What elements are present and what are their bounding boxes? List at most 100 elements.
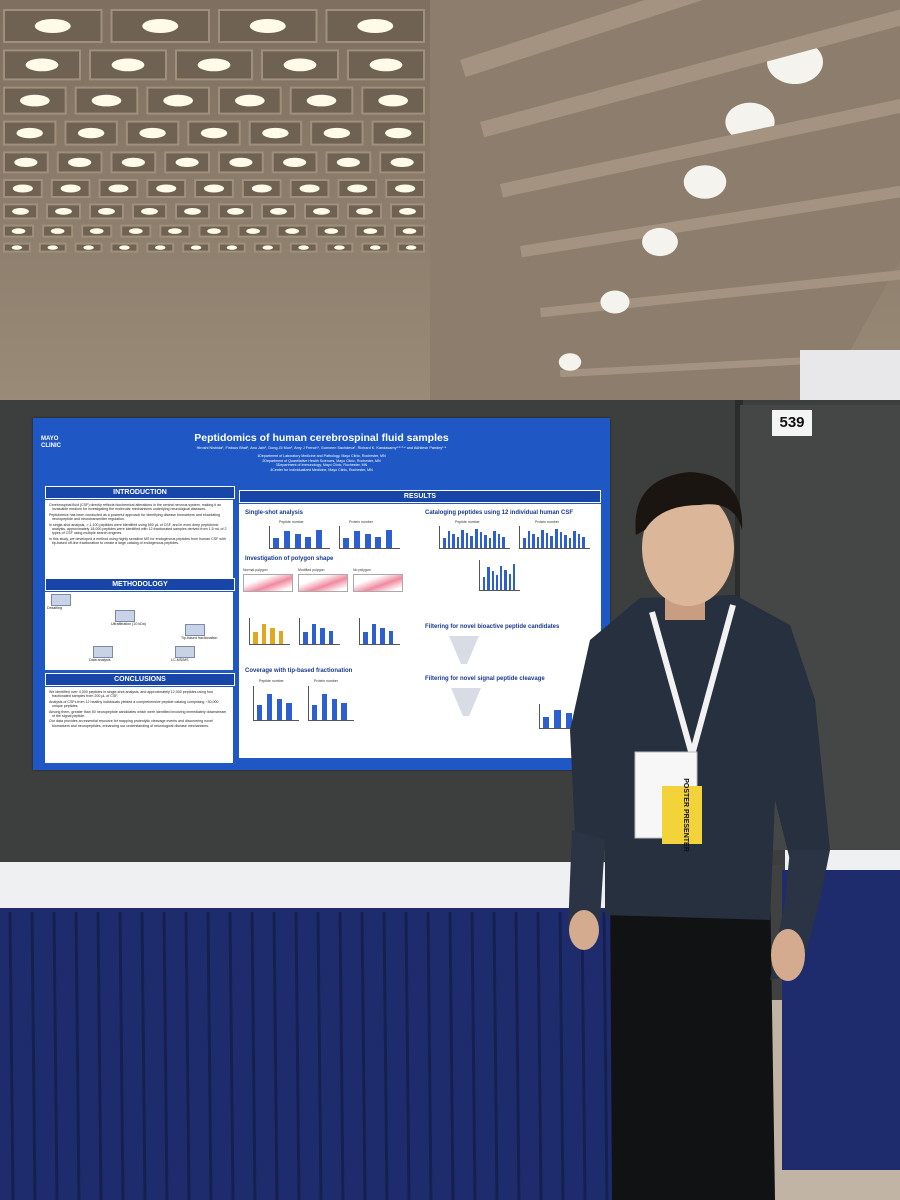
pleat (360, 911, 367, 1200)
figure (479, 560, 520, 591)
ceiling-light (298, 245, 309, 250)
chart-label: Protein number (314, 679, 338, 683)
ceiling-light (370, 245, 381, 250)
ceiling-light (121, 157, 145, 167)
pleat (162, 911, 169, 1200)
ceiling-light (285, 228, 299, 234)
ceiling-light (16, 127, 43, 139)
beam (519, 177, 900, 258)
ceiling-light (283, 157, 307, 167)
ceiling-light (227, 208, 244, 215)
polygon-label: Modified polygon (298, 568, 325, 572)
ceiling-light (68, 157, 92, 167)
panel-title: Filtering for novel signal peptide cleav… (425, 676, 545, 682)
ceiling-light (313, 208, 330, 215)
figure-bar (484, 535, 487, 548)
ceiling-light (11, 228, 26, 234)
ceiling-light (129, 228, 143, 234)
ceiling-light (306, 94, 337, 107)
ceiling-light (20, 94, 50, 107)
figure-bar (257, 704, 263, 720)
ceiling-light (12, 184, 33, 193)
figure-bar (320, 627, 325, 644)
figure-bar (278, 631, 284, 644)
ceiling-light (395, 184, 416, 193)
figure-bar (276, 698, 282, 720)
ceiling-light (378, 94, 408, 107)
method-step: Tip-based fractionation (181, 636, 218, 640)
figure-bar (456, 537, 460, 548)
ceiling-light (229, 157, 253, 167)
pleat (338, 911, 345, 1200)
polygon-label: No polygon (353, 568, 371, 572)
bullet: Among them, greater than 50 neuropeptide… (49, 709, 227, 719)
badge-ribbon (662, 786, 702, 844)
table-top (0, 862, 610, 912)
pendant-light (600, 290, 630, 314)
ceiling-light (168, 228, 182, 234)
figure (359, 618, 400, 645)
poster-title: Peptidomics of human cerebrospinal fluid… (194, 432, 449, 444)
ceiling-light (262, 245, 273, 250)
face (642, 490, 734, 606)
figure (253, 686, 299, 721)
affiliations: 1Department of Laboratory Medicine and P… (183, 454, 460, 472)
figure-bar (577, 534, 581, 548)
ceiling-light (323, 127, 351, 139)
ceiling-light (108, 184, 129, 193)
bullet: In single-shot analysis, > 1,100 peptide… (49, 522, 227, 536)
hair (635, 472, 743, 535)
figure-bar (500, 565, 503, 590)
ceiling-light (163, 94, 193, 107)
figure (539, 704, 580, 729)
bullet: Our data provides an essential resource … (49, 719, 213, 728)
ceiling-light (60, 184, 81, 193)
figure-bar (491, 571, 494, 590)
trousers (610, 880, 775, 1200)
figure-bar (536, 537, 540, 548)
ceiling-light (347, 184, 368, 193)
right-hand (771, 929, 805, 981)
pleat (470, 911, 477, 1200)
pleat (74, 911, 81, 1200)
pleat (96, 911, 103, 1200)
ceiling-light (50, 228, 65, 234)
ceiling-light (246, 228, 260, 234)
banner (800, 350, 900, 400)
figure-bar (266, 694, 273, 720)
ceiling-light (249, 19, 286, 33)
logo: MAYO CLINIC (41, 436, 61, 449)
figure-bar (253, 632, 258, 644)
pleat (140, 911, 147, 1200)
figure-bar (452, 534, 455, 548)
figure-bar (388, 631, 394, 644)
bullet: In this study, we developed a method usi… (49, 536, 226, 546)
ceiling-light (369, 58, 403, 72)
method-step: Data analysis (89, 658, 111, 662)
beam (459, 0, 885, 78)
ceiling-light (142, 19, 179, 33)
figure-bar (488, 538, 492, 548)
figure-bar (443, 538, 446, 548)
pleat (250, 911, 257, 1200)
beam (499, 92, 900, 198)
shirt (570, 595, 830, 920)
introduction-text: Cerebrospinal fluid (CSF) directly refle… (45, 500, 233, 578)
ceiling-light (197, 58, 231, 72)
figure-bar (386, 530, 393, 548)
ceiling-light (184, 208, 201, 215)
figure-bar (353, 531, 360, 548)
figure-bar (283, 531, 290, 548)
ceiling-light (262, 127, 289, 139)
pleat (382, 911, 389, 1200)
figure-bar (475, 529, 478, 548)
ceiling-light (156, 184, 177, 193)
figure-bar (316, 530, 323, 548)
ceiling-light (98, 208, 115, 215)
figure-bar (502, 537, 505, 548)
figure-bar (479, 532, 483, 548)
pendant-light (558, 353, 582, 371)
left-hand (569, 910, 599, 950)
figure-bar (341, 703, 347, 720)
ceiling-light (119, 245, 130, 250)
